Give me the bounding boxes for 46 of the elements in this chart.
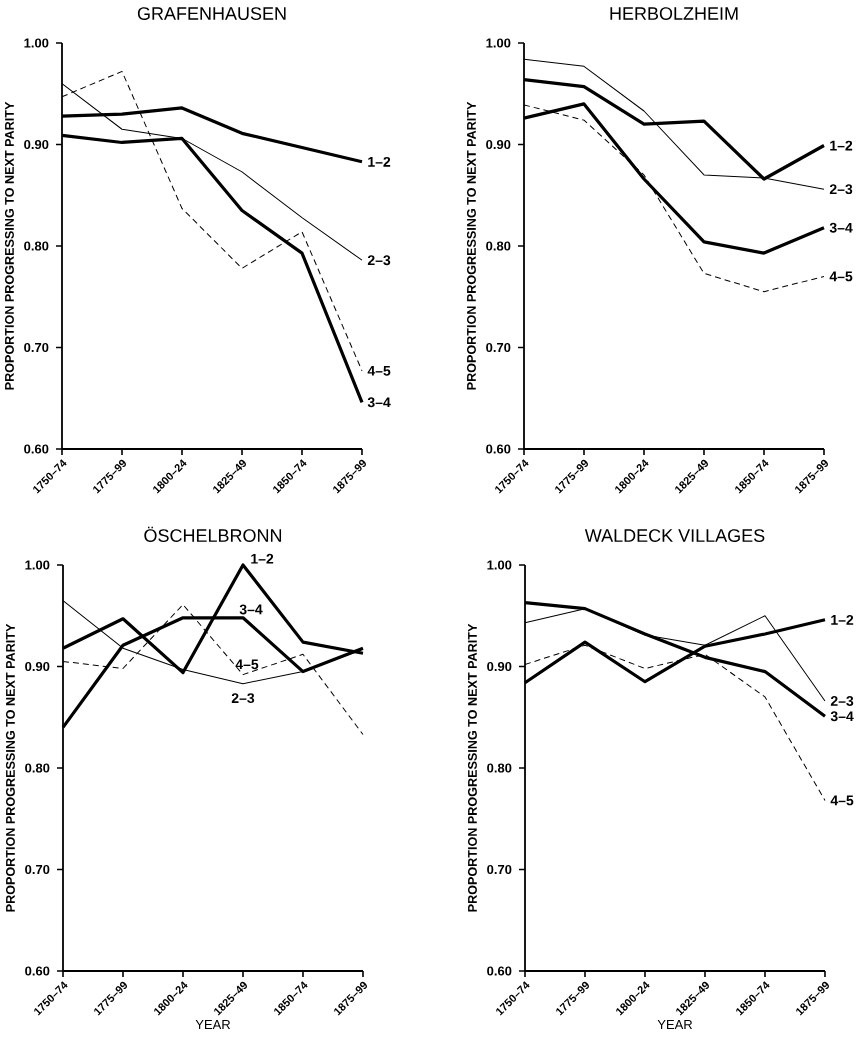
y-tick-label: 0.70 <box>24 342 49 353</box>
series-label: 3–4 <box>830 711 854 722</box>
y-tick-label: 1.00 <box>486 38 511 48</box>
y-axis-title: PROPORTION PROGRESSING TO NEXT PARITY <box>467 623 477 912</box>
y-tick-label: 0.90 <box>24 139 49 150</box>
series-label: 1–2 <box>830 140 853 151</box>
series-label: 3–4 <box>239 604 263 615</box>
series-label: 3–4 <box>829 222 853 233</box>
series-label: 2–3 <box>829 184 853 195</box>
series-label: 4–5 <box>830 795 854 806</box>
y-tick-label: 0.90 <box>486 139 511 150</box>
series-label: 2–3 <box>367 255 391 266</box>
y-tick-label: 0.80 <box>486 241 511 251</box>
y-axis-title: PROPORTION PROGRESSING TO NEXT PARITY <box>4 101 14 390</box>
y-tick-label: 1.00 <box>24 38 49 48</box>
y-tick-label: 0.90 <box>487 661 512 672</box>
series-label: 4–5 <box>829 271 853 282</box>
y-tick-label: 0.60 <box>487 966 512 976</box>
x-axis-title: YEAR <box>657 1020 693 1030</box>
y-tick-label: 1.00 <box>25 560 50 570</box>
series-label: 2–3 <box>231 693 255 704</box>
y-tick-label: 0.60 <box>24 444 49 454</box>
series-label: 1–2 <box>251 553 274 564</box>
series-label: 2–3 <box>830 696 854 706</box>
y-tick-label: 0.60 <box>25 966 50 976</box>
y-tick-label: 0.70 <box>25 864 50 875</box>
x-axis-title: YEAR <box>195 1020 231 1030</box>
chart-title: HERBOLZHEIM <box>610 7 738 20</box>
y-tick-label: 0.70 <box>487 864 512 875</box>
chart-title: GRAFENHAUSEN <box>137 7 286 20</box>
y-tick-label: 0.80 <box>24 241 49 251</box>
y-tick-label: 1.00 <box>487 560 512 570</box>
y-tick-label: 0.80 <box>25 763 50 773</box>
y-tick-label: 0.70 <box>486 342 511 353</box>
series-label: 1–2 <box>831 614 854 625</box>
series-label: 3–4 <box>367 397 391 408</box>
chart-title: ÖSCHELBRONN <box>144 526 282 542</box>
y-axis-title: PROPORTION PROGRESSING TO NEXT PARITY <box>466 101 476 390</box>
y-tick-label: 0.90 <box>25 661 50 672</box>
series-label: 1–2 <box>368 156 391 167</box>
y-tick-label: 0.80 <box>487 763 512 773</box>
y-tick-label: 0.60 <box>486 444 511 454</box>
series-label: 4–5 <box>235 659 259 670</box>
y-axis-title: PROPORTION PROGRESSING TO NEXT PARITY <box>5 623 15 912</box>
series-label: 4–5 <box>367 365 391 376</box>
chart-title: WALDECK VILLAGES <box>584 529 765 542</box>
